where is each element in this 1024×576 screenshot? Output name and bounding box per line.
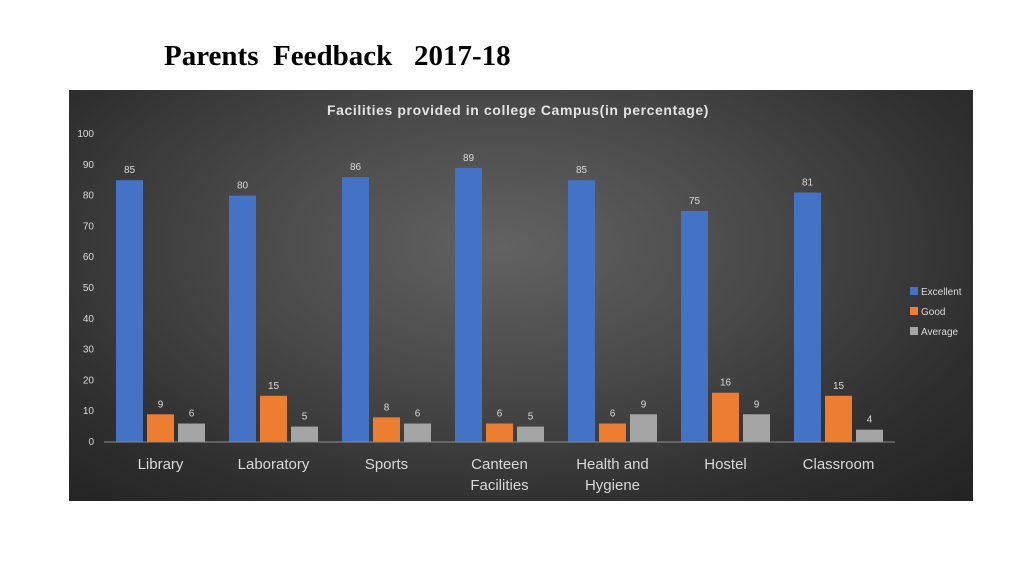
data-label: 75	[689, 196, 701, 207]
x-tick-label: Library	[138, 456, 184, 473]
y-tick-label: 10	[83, 406, 95, 417]
x-tick-label: Sports	[365, 456, 408, 473]
bar-average	[404, 423, 431, 442]
data-label: 85	[124, 165, 136, 176]
data-label: 8	[384, 402, 390, 413]
data-label: 5	[302, 412, 308, 423]
y-tick-label: 90	[83, 160, 95, 171]
bar-excellent	[794, 192, 821, 442]
data-label: 6	[415, 409, 421, 420]
data-label: 16	[720, 378, 732, 389]
x-tick-label: Laboratory	[238, 456, 310, 473]
y-tick-label: 20	[83, 375, 95, 386]
data-label: 9	[754, 399, 760, 410]
x-tick-label: Classroom	[803, 456, 875, 473]
bar-good	[825, 395, 852, 442]
y-tick-label: 40	[83, 314, 95, 325]
data-label: 81	[802, 178, 814, 189]
bar-average	[743, 414, 770, 442]
data-label: 9	[158, 399, 164, 410]
data-label: 5	[528, 412, 534, 423]
y-tick-label: 70	[83, 221, 95, 232]
page-title: Parents Feedback 2017-18	[164, 40, 511, 72]
bar-chart: Facilities provided in college Campus(in…	[77, 102, 962, 494]
bar-excellent	[681, 211, 708, 442]
y-tick-label: 100	[77, 129, 94, 140]
bar-good	[712, 392, 739, 442]
x-axis-ticks: Library Laboratory Sports Canteen Facilities…	[138, 456, 875, 494]
bar-good	[260, 395, 287, 442]
y-tick-label: 50	[83, 283, 95, 294]
data-label: 85	[576, 165, 588, 176]
data-label: 15	[268, 381, 280, 392]
data-label: 6	[610, 409, 616, 420]
bar-good	[373, 417, 400, 442]
data-label: 6	[189, 409, 195, 420]
data-label: 15	[833, 381, 845, 392]
bar-average	[178, 423, 205, 442]
y-tick-label: 60	[83, 252, 95, 263]
legend-swatch-good	[910, 307, 918, 315]
data-label: 9	[641, 399, 647, 410]
y-tick-label: 80	[83, 191, 95, 202]
x-tick-label: Canteen	[471, 456, 528, 473]
x-tick-label: Hygiene	[585, 477, 640, 494]
bar-excellent	[116, 180, 143, 442]
bar-good	[599, 423, 626, 442]
bar-average	[856, 429, 883, 442]
bar-good	[147, 414, 174, 442]
y-axis-ticks: 0 10 20 30 40 50 60 70 80 90 100	[77, 129, 94, 448]
legend-label-average: Average	[921, 327, 959, 338]
data-label: 89	[463, 153, 475, 164]
bar-excellent	[342, 177, 369, 442]
data-label: 80	[237, 181, 249, 192]
legend-label-excellent: Excellent	[921, 287, 962, 298]
data-label: 6	[497, 409, 503, 420]
data-label: 4	[867, 415, 873, 426]
bar-excellent	[455, 167, 482, 442]
legend-label-good: Good	[921, 307, 945, 318]
chart-panel: Facilities provided in college Campus(in…	[69, 90, 973, 501]
legend-swatch-excellent	[910, 287, 918, 295]
chart-title: Facilities provided in college Campus(in…	[327, 102, 709, 118]
legend: Excellent Good Average	[910, 287, 962, 338]
y-tick-label: 0	[88, 437, 94, 448]
bar-excellent	[229, 195, 256, 442]
y-tick-label: 30	[83, 345, 95, 356]
x-tick-label: Facilities	[470, 477, 528, 494]
x-tick-label: Hostel	[704, 456, 747, 473]
bar-average	[291, 426, 318, 442]
bar-excellent	[568, 180, 595, 442]
bar-average	[630, 414, 657, 442]
bar-good	[486, 423, 513, 442]
legend-swatch-average	[910, 327, 918, 335]
data-label: 86	[350, 162, 362, 173]
x-tick-label: Health and	[576, 456, 649, 473]
bar-average	[517, 426, 544, 442]
